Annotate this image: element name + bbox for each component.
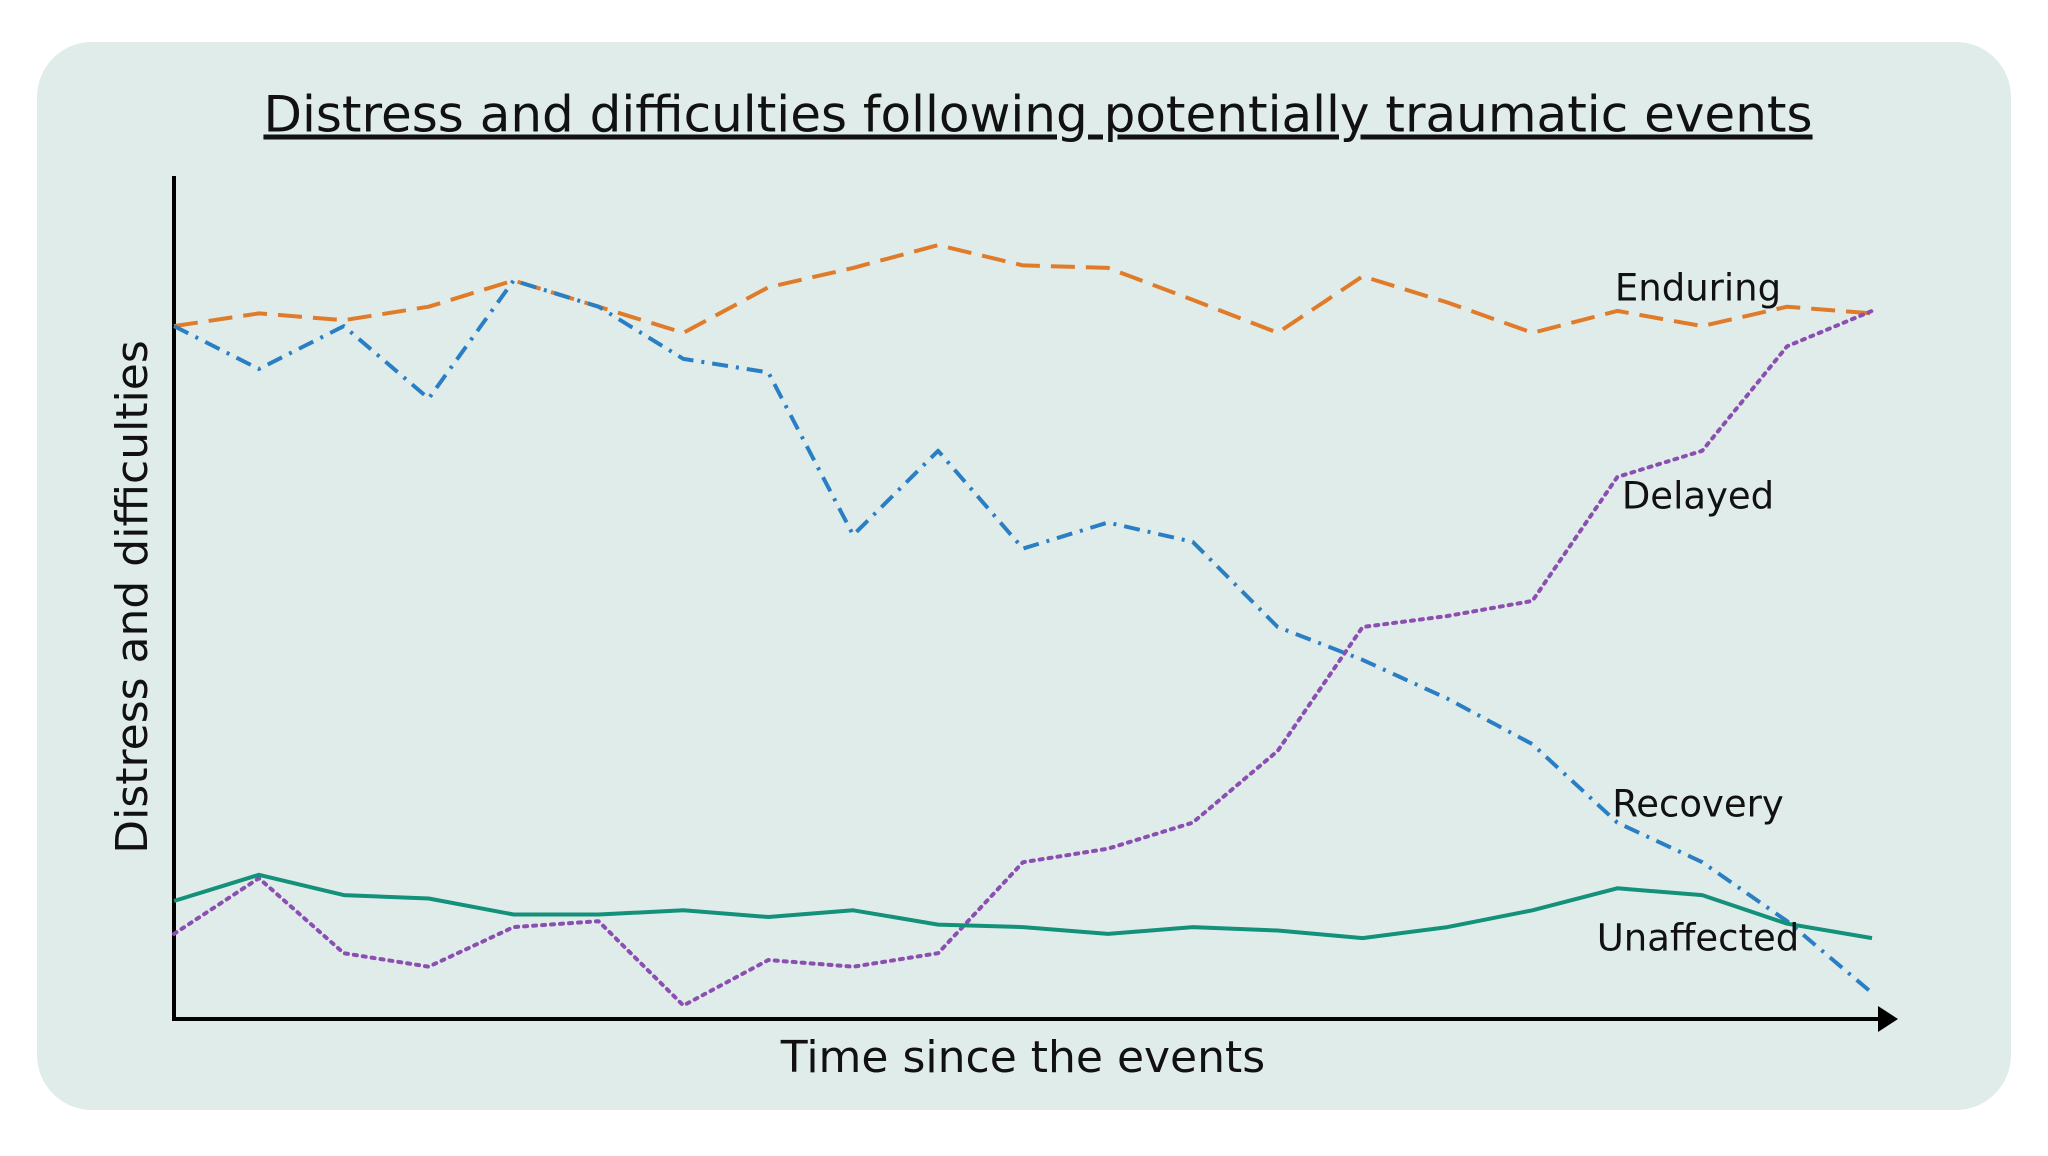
series-label: Delayed [1622,475,1774,518]
series-label: Recovery [1612,783,1784,826]
series-label: Enduring [1615,267,1781,310]
series-line [172,308,1874,1008]
series-line [173,872,1873,941]
x-axis-arrow [1878,1006,1898,1032]
series-line [173,243,1873,335]
x-axis-label: Time since the events [780,1032,1265,1083]
y-axis-label: Distress and difficulties [107,340,158,854]
card [37,42,2011,1110]
chart-title: Distress and difficulties following pote… [263,86,1812,144]
series-line [173,278,1874,995]
series-label: Unaffected [1597,917,1800,960]
